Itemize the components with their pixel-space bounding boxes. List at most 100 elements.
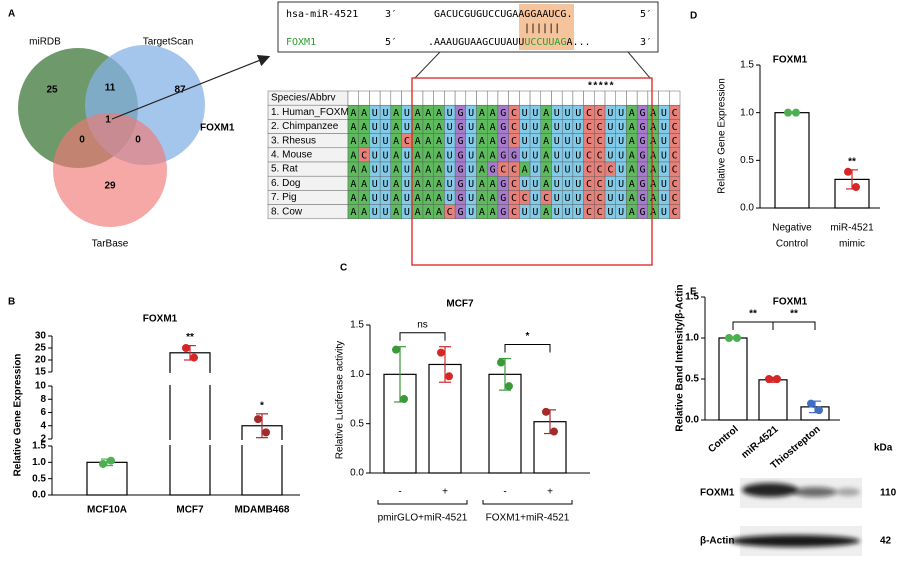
panel-letter: C (340, 263, 347, 274)
y-axis-label: Relative Gene Expression (13, 354, 24, 477)
nucleotide-cell (669, 204, 681, 220)
venn-count: 0 (135, 135, 141, 146)
data-point (262, 428, 270, 437)
header-cell (594, 90, 606, 106)
header-cell (433, 90, 445, 106)
venn-label: TarBase (92, 239, 129, 250)
species-name: 1. Human_FOXM1 (271, 107, 355, 118)
panel-letter: E (690, 287, 697, 298)
sequence: AAUUAUAAAUGUAAGCUUAUUUCCUUAGAUC (350, 108, 677, 119)
y-tick-label: 0.0 (32, 490, 46, 501)
x-tick-label: MCF7 (176, 505, 204, 516)
sequence: ACUUAUAAAUGUAAGGUUAUUUCCUUAGAUC (350, 150, 677, 161)
bar (774, 112, 810, 209)
data-point (190, 353, 198, 362)
header-cell (412, 90, 424, 106)
venn-count: 25 (46, 85, 58, 96)
species-name: 6. Dog (271, 178, 300, 189)
x-tick-label: Negative (772, 223, 812, 234)
significance: ** (848, 157, 856, 168)
sequence: AAUUAUAAAUGUAAGCUUAUUUCCUUAGAUC (350, 179, 677, 190)
y-axis-label: Relative Luciferase activity (335, 341, 346, 459)
data-point (400, 395, 408, 403)
header-cell (529, 90, 542, 106)
group-label: pmirGLO+miR-4521 (378, 513, 468, 524)
y-tick-label: 10 (35, 381, 47, 392)
sequence: AAUUAUAAAUGUAGCCAUAUUUCCCUAGAUC (350, 165, 677, 176)
data-point (844, 167, 852, 176)
significance-bracket (772, 321, 816, 330)
y-tick-label: 0.5 (685, 374, 699, 385)
header-cell (347, 90, 359, 106)
header-cell (626, 90, 638, 106)
connector (627, 51, 651, 79)
header-cell (669, 90, 681, 106)
sequence: AAUUACAAAUGUAAGCUUAUUUCCUUAGAUC (350, 136, 677, 147)
header-cell (390, 90, 402, 106)
y-tick-label: 1.5 (350, 320, 364, 331)
y-tick-label: 6 (40, 407, 46, 418)
y-tick-label: 1.5 (685, 292, 699, 303)
header-cell (422, 90, 434, 106)
x-tick-label: - (503, 487, 506, 498)
axis-break (53, 373, 301, 385)
species-name: 3. Rhesus (271, 135, 316, 146)
y-tick-label: 20 (35, 355, 47, 366)
venn-count: 0 (79, 135, 85, 146)
region-box (411, 77, 653, 266)
y-tick-label: 0.5 (350, 418, 364, 429)
panel-letter: B (8, 297, 15, 308)
header-cell (454, 90, 467, 106)
header-cell (583, 90, 595, 106)
group-label: FOXM1+miR-4521 (486, 513, 570, 524)
mirna-end: 5′ (640, 9, 652, 20)
venn-count: 87 (174, 85, 186, 96)
species-name: 2. Chimpanzee (271, 121, 339, 132)
panel-letter: A (8, 9, 15, 20)
target-end: 3′ (640, 37, 652, 48)
blot-kda: 42 (880, 536, 892, 547)
y-tick-label: 1.0 (32, 457, 46, 468)
header-cell (572, 90, 584, 106)
bar (718, 337, 748, 421)
species-name: 5. Rat (271, 164, 298, 175)
x-tick-label: miR-4521 (739, 424, 780, 461)
header-cell (604, 90, 616, 106)
y-tick-label: 1.5 (740, 60, 754, 71)
header-cell (401, 90, 413, 106)
chart-title: FOXM1 (143, 314, 178, 325)
arrow (111, 54, 271, 120)
species-name: 4. Mouse (271, 150, 313, 161)
panel-letter: D (690, 11, 697, 22)
chart-title: MCF7 (446, 299, 474, 310)
y-tick-label: 1.0 (350, 369, 364, 380)
sequence: AAUUAUAAAUGUAAGCUUAUUUCCUUAGAUC (350, 122, 677, 133)
seed-highlight (519, 4, 574, 50)
target-end: 5′ (385, 37, 397, 48)
blot-band (742, 483, 798, 497)
mirna-seq: GACUCGUGUCCUGAAGGAAUCG. (434, 9, 572, 20)
chart-title: FOXM1 (773, 297, 808, 308)
data-point (392, 345, 400, 354)
header-cell (379, 90, 392, 106)
y-tick-label: 15 (35, 367, 47, 378)
data-point (765, 375, 773, 383)
header-cell (444, 90, 456, 106)
data-point (773, 375, 781, 383)
blot-band (793, 487, 837, 497)
target-seq-part: UCCUUAG (524, 37, 566, 48)
data-point (99, 459, 107, 468)
significance-bracket (504, 344, 551, 353)
y-tick-label: 1.5 (32, 441, 46, 452)
sequence: AAUUAUAAAUGUAAGCCUCUUUCCUUAGAUC (350, 193, 677, 204)
data-point (807, 399, 815, 408)
y-tick-label: 0.0 (740, 203, 754, 214)
significance: ** (749, 309, 757, 320)
data-point (182, 344, 190, 352)
bar (86, 461, 128, 496)
bar (758, 379, 788, 421)
data-point (815, 406, 823, 415)
data-point (505, 382, 513, 391)
conservation: ***** (588, 81, 615, 92)
